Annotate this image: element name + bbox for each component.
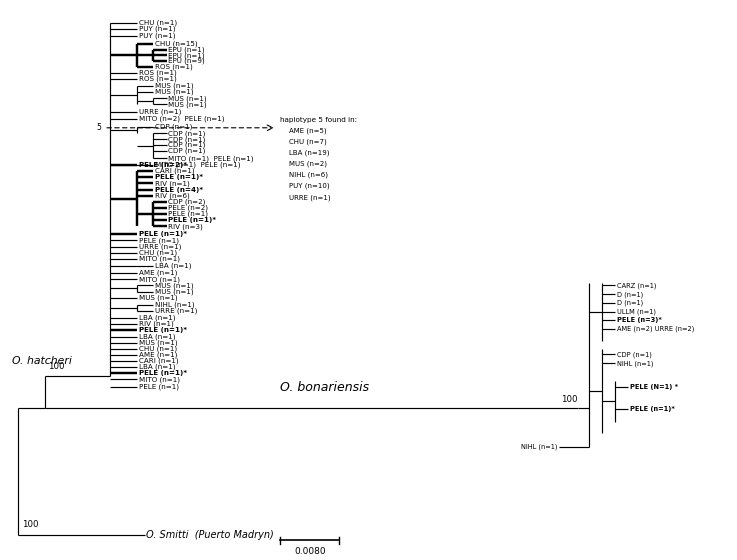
Text: MUS (n=1): MUS (n=1) xyxy=(155,282,194,288)
Text: PELE (n=2)*: PELE (n=2)* xyxy=(139,162,186,168)
Text: MUS (n=1): MUS (n=1) xyxy=(155,89,194,95)
Text: MITO (n=1)  PELE (n=1): MITO (n=1) PELE (n=1) xyxy=(155,162,240,169)
Text: PELE (N=1) *: PELE (N=1) * xyxy=(630,384,678,390)
Text: MUS (n=1): MUS (n=1) xyxy=(168,95,206,101)
Text: D (n=1): D (n=1) xyxy=(617,300,643,306)
Text: CARZ (n=1): CARZ (n=1) xyxy=(617,282,656,288)
Text: PELE (n=1): PELE (n=1) xyxy=(168,211,208,217)
Text: NIHL (n=1): NIHL (n=1) xyxy=(155,302,195,308)
Text: AME (n=2) URRE (n=2): AME (n=2) URRE (n=2) xyxy=(617,325,694,332)
Text: PUY (n=1): PUY (n=1) xyxy=(139,32,175,39)
Text: NIHL (n=1): NIHL (n=1) xyxy=(522,444,558,450)
Text: CHU (n=1): CHU (n=1) xyxy=(139,250,177,256)
Text: MITO (n=1)  PELE (n=1): MITO (n=1) PELE (n=1) xyxy=(168,155,254,162)
Text: URRE (n=1): URRE (n=1) xyxy=(155,308,198,314)
Text: MITO (n=1): MITO (n=1) xyxy=(139,276,180,282)
Text: MUS (n=1): MUS (n=1) xyxy=(168,101,206,108)
Text: D (n=1): D (n=1) xyxy=(617,291,643,297)
Text: PELE (n=1)*: PELE (n=1)* xyxy=(139,370,186,376)
Text: O. hatcheri: O. hatcheri xyxy=(13,356,72,366)
Text: RIV (n=6): RIV (n=6) xyxy=(155,193,189,199)
Text: PELE (n=1)*: PELE (n=1)* xyxy=(630,406,675,412)
Text: AME (n=1): AME (n=1) xyxy=(139,270,177,277)
Text: CDP (n=1): CDP (n=1) xyxy=(168,142,206,148)
Text: CARI (n=1): CARI (n=1) xyxy=(155,168,195,175)
Text: PELE (n=1)*: PELE (n=1)* xyxy=(139,327,186,333)
Text: 5: 5 xyxy=(97,123,101,132)
Text: PELE (n=1)*: PELE (n=1)* xyxy=(139,231,186,236)
Text: URRE (n=1): URRE (n=1) xyxy=(289,194,331,200)
Text: CDP (n=1): CDP (n=1) xyxy=(617,351,652,358)
Text: URRE (n=1): URRE (n=1) xyxy=(139,109,181,115)
Text: CARI (n=1): CARI (n=1) xyxy=(139,358,178,365)
Text: ROS (n=1): ROS (n=1) xyxy=(139,69,176,76)
Text: 100: 100 xyxy=(561,395,577,404)
Text: O. Smitti  (Puerto Madryn): O. Smitti (Puerto Madryn) xyxy=(146,530,273,540)
Text: LBA (n=1): LBA (n=1) xyxy=(139,314,175,321)
Text: 100: 100 xyxy=(48,362,64,371)
Text: MUS (n=1): MUS (n=1) xyxy=(155,288,194,295)
Text: LBA (n=1): LBA (n=1) xyxy=(139,333,175,340)
Text: NIHL (n=6): NIHL (n=6) xyxy=(289,172,328,178)
Text: ROS (n=1): ROS (n=1) xyxy=(155,63,192,70)
Text: EPU (n=9): EPU (n=9) xyxy=(168,58,205,64)
Text: LBA (n=1): LBA (n=1) xyxy=(155,263,192,269)
Text: MUS (n=2): MUS (n=2) xyxy=(289,161,327,167)
Text: RIV (n=1): RIV (n=1) xyxy=(139,320,173,327)
Text: MITO (n=2)  PELE (n=1): MITO (n=2) PELE (n=1) xyxy=(139,115,224,122)
Text: CDP (n=1): CDP (n=1) xyxy=(168,136,206,143)
Text: CDP (n=2): CDP (n=2) xyxy=(168,199,206,205)
Text: PELE (n=1)*: PELE (n=1)* xyxy=(168,217,216,223)
Text: PUY (n=10): PUY (n=10) xyxy=(289,183,330,189)
Text: EPU (n=1): EPU (n=1) xyxy=(168,46,205,53)
Text: RIV (n=1): RIV (n=1) xyxy=(155,180,189,186)
Text: MUS (n=1): MUS (n=1) xyxy=(139,295,178,301)
Text: PELE (n=1): PELE (n=1) xyxy=(139,237,178,244)
Text: LBA (n=1): LBA (n=1) xyxy=(139,364,175,371)
Text: PELE (n=2): PELE (n=2) xyxy=(168,205,208,211)
Text: CDP (n=1): CDP (n=1) xyxy=(168,148,206,155)
Text: AME (n=5): AME (n=5) xyxy=(289,127,326,134)
Text: AME (n=1): AME (n=1) xyxy=(139,352,177,358)
Text: O. bonariensis: O. bonariensis xyxy=(280,381,369,394)
Text: LBA (n=19): LBA (n=19) xyxy=(289,150,329,156)
Text: CHU (n=15): CHU (n=15) xyxy=(155,40,198,47)
Text: haplotype 5 found in:: haplotype 5 found in: xyxy=(280,118,357,123)
Text: URRE (n=1): URRE (n=1) xyxy=(139,244,181,250)
Text: CHU (n=1): CHU (n=1) xyxy=(139,19,177,26)
Text: MUS (n=1): MUS (n=1) xyxy=(139,339,178,346)
Text: PELE (n=4)*: PELE (n=4)* xyxy=(155,186,203,193)
Text: 100: 100 xyxy=(22,520,38,529)
Text: RIV (n=3): RIV (n=3) xyxy=(168,223,203,230)
Text: CHU (n=1): CHU (n=1) xyxy=(139,346,177,352)
Text: EPU (n=1): EPU (n=1) xyxy=(168,52,205,59)
Text: PELE (n=1): PELE (n=1) xyxy=(139,384,178,390)
Text: CDP (n=1): CDP (n=1) xyxy=(168,130,206,137)
Text: PELE (n=1)*: PELE (n=1)* xyxy=(155,174,203,180)
Text: 0.0080: 0.0080 xyxy=(294,547,326,556)
Text: MUS (n=1): MUS (n=1) xyxy=(155,83,194,89)
Text: MITO (n=1): MITO (n=1) xyxy=(139,256,180,263)
Text: ROS (n=1): ROS (n=1) xyxy=(139,76,176,82)
Text: CHU (n=7): CHU (n=7) xyxy=(289,138,327,145)
Text: MITO (n=1): MITO (n=1) xyxy=(139,376,180,382)
Text: NIHL (n=1): NIHL (n=1) xyxy=(617,360,653,367)
Text: PUY (n=1): PUY (n=1) xyxy=(139,26,175,32)
Text: ULLM (n=1): ULLM (n=1) xyxy=(617,309,656,315)
Text: PELE (n=3)*: PELE (n=3)* xyxy=(617,317,662,323)
Text: CDP (n=1): CDP (n=1) xyxy=(155,124,192,130)
